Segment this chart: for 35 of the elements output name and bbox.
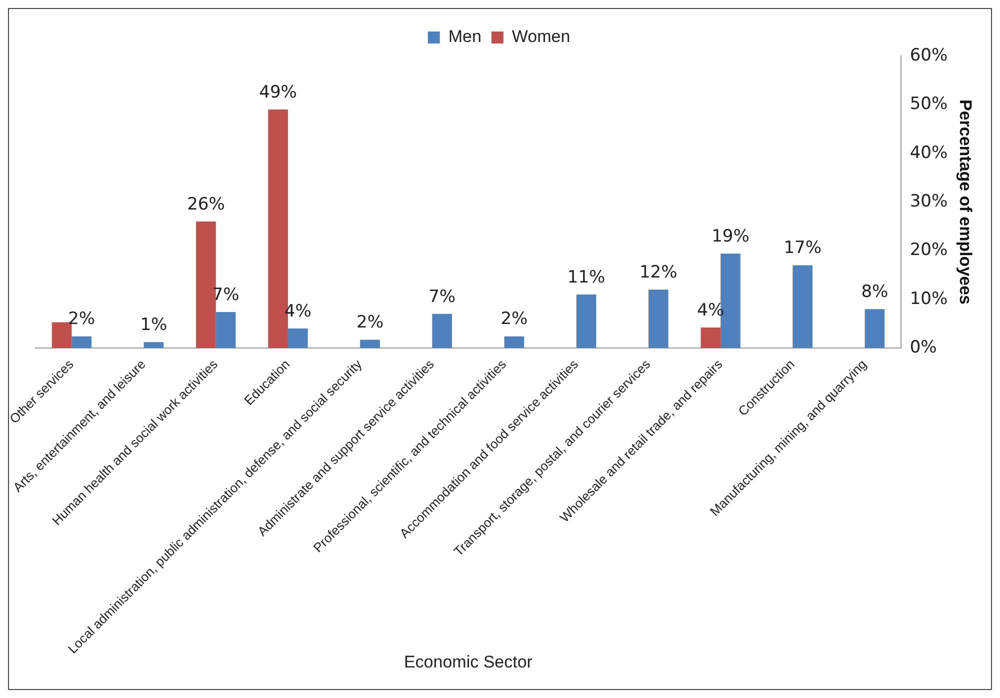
y-tick-label: 60% — [910, 45, 948, 66]
bar — [576, 294, 596, 348]
bar — [144, 342, 164, 348]
bar — [216, 312, 236, 348]
bar — [648, 290, 668, 348]
y-tick-label: 30% — [910, 191, 948, 212]
data-label: 2% — [68, 309, 96, 330]
data-label: 17% — [784, 238, 822, 258]
bar — [504, 336, 524, 348]
data-label: 1% — [140, 315, 168, 336]
bar — [792, 265, 812, 348]
data-label: 26% — [187, 194, 225, 214]
data-label: 2% — [356, 312, 384, 333]
bar — [360, 340, 380, 348]
y-tick-label: 10% — [910, 288, 948, 309]
data-label: 2% — [500, 309, 528, 330]
y-tick-label: 20% — [910, 240, 948, 260]
data-label: 7% — [428, 286, 456, 307]
x-axis-title: Economic Sector — [404, 652, 533, 672]
bar — [864, 309, 885, 348]
bar — [72, 336, 92, 348]
data-label: 8% — [861, 282, 888, 302]
y-tick-label: 0% — [910, 337, 937, 358]
data-label: 19% — [712, 226, 750, 247]
legend-label: Women — [512, 27, 570, 46]
data-label: 49% — [259, 82, 297, 102]
y-axis-title: Percentage of employees — [956, 99, 976, 305]
data-label: 11% — [567, 267, 606, 288]
bar — [700, 328, 721, 348]
bar — [288, 328, 308, 348]
data-label: 12% — [639, 262, 678, 283]
y-tick-label: 40% — [910, 142, 948, 163]
bar — [432, 314, 452, 348]
legend-label: Men — [448, 27, 482, 46]
y-tick-label: 50% — [910, 94, 948, 114]
